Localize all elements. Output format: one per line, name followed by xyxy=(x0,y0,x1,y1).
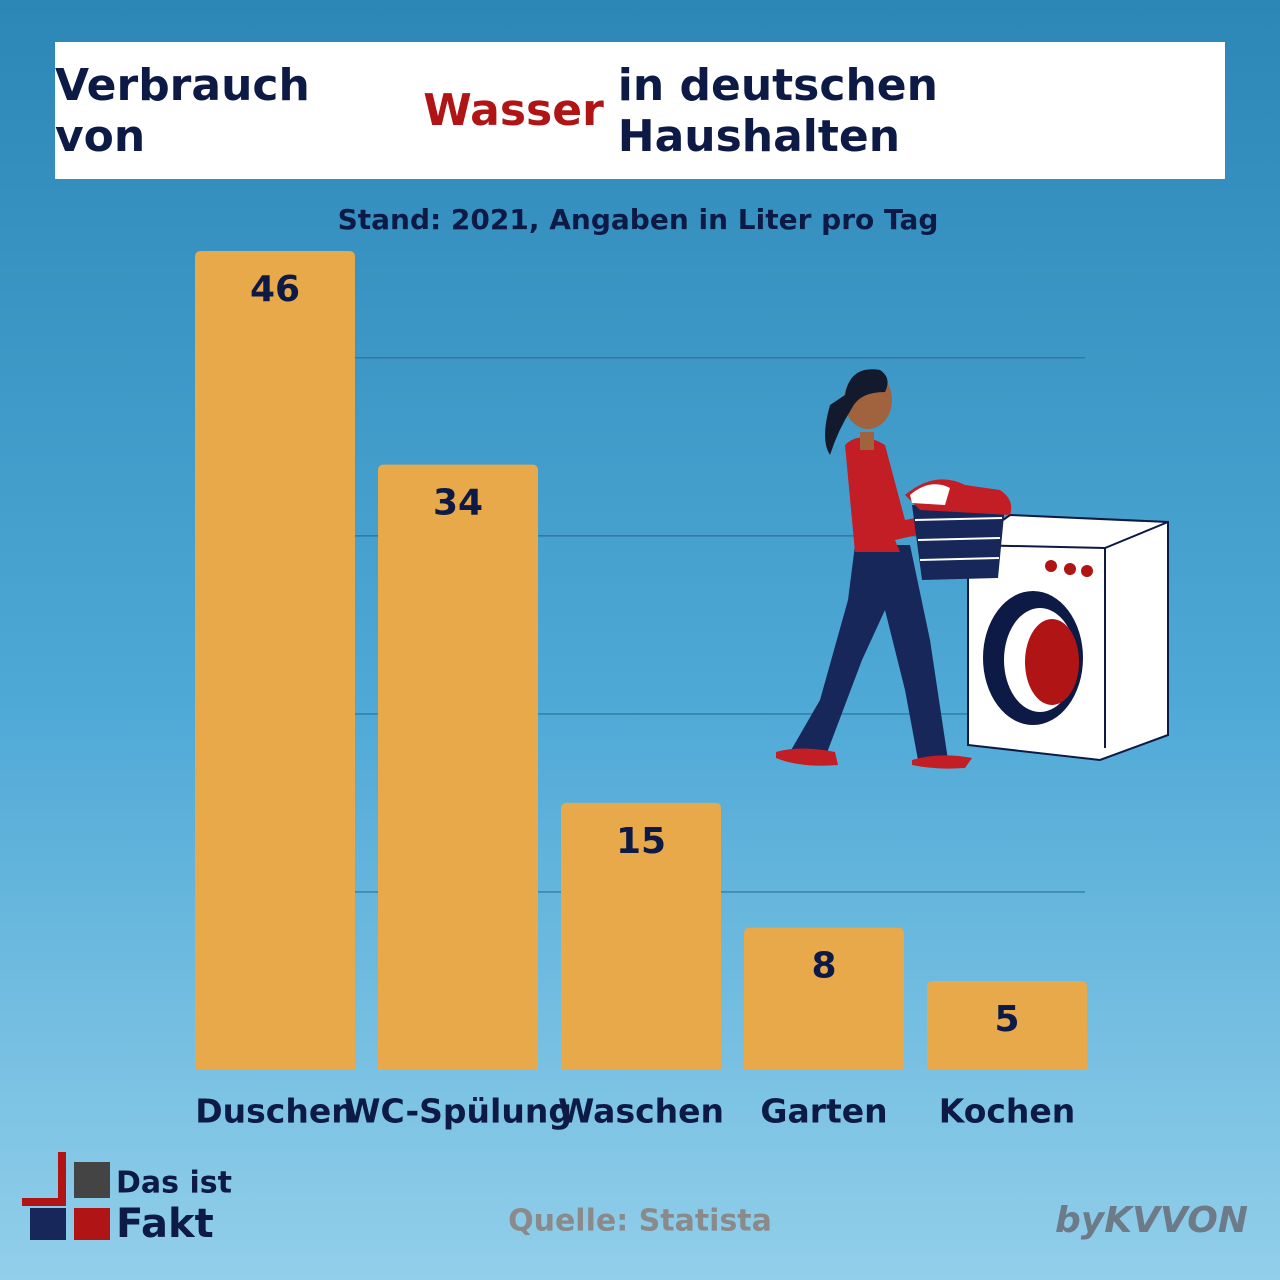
title-box: Verbrauch von Wasser in deutschen Hausha… xyxy=(55,42,1225,179)
title-part: Verbrauch von xyxy=(55,59,310,162)
bar xyxy=(561,802,721,1070)
value-label: 34 xyxy=(433,483,483,524)
logo-text: Fakt xyxy=(116,1201,214,1247)
value-label: 46 xyxy=(250,269,300,310)
value-label: 5 xyxy=(994,999,1019,1040)
subtitle: Stand: 2021, Angaben in Liter pro Tag xyxy=(338,203,939,236)
logo-text: Das ist xyxy=(116,1166,232,1201)
value-label: 8 xyxy=(811,946,836,987)
title-part: in deutschen Haushalten xyxy=(617,59,938,162)
illustration xyxy=(776,369,1169,769)
credit: byKVVON xyxy=(1055,1200,1248,1241)
x-tick-label: WC-Spülung xyxy=(344,1092,572,1131)
x-tick-label: Garten xyxy=(760,1092,887,1131)
logo xyxy=(22,1152,110,1240)
plot: 46 Duschen 34 WC-Spülung 15 Waschen 8 Garten 5 Ko… xyxy=(195,251,1087,1131)
source: Quelle: Statista xyxy=(508,1204,772,1239)
x-tick-label: Waschen xyxy=(558,1092,724,1131)
bar xyxy=(927,980,1087,1070)
bar xyxy=(195,251,355,1070)
x-tick-label: Kochen xyxy=(939,1092,1076,1131)
bar xyxy=(744,927,904,1070)
bar xyxy=(378,464,538,1070)
value-label: 15 xyxy=(616,821,666,862)
x-tick-label: Duschen xyxy=(195,1092,354,1131)
title-part: Wasser xyxy=(423,85,604,136)
